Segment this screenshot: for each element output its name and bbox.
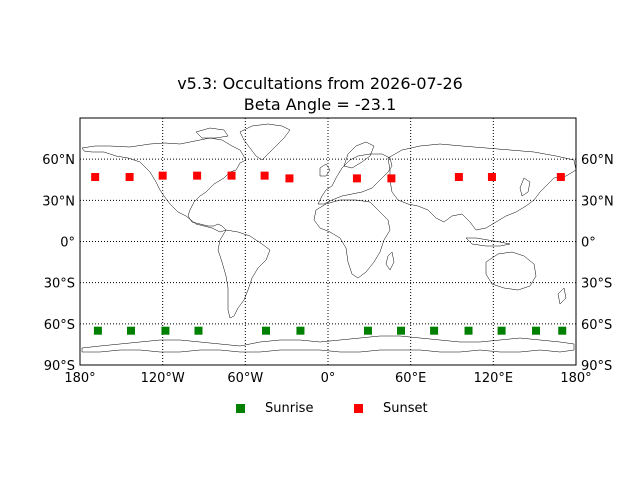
gridlines xyxy=(80,118,576,365)
sunrise-marker xyxy=(262,326,270,335)
sunset-marker xyxy=(125,173,134,182)
sunset-marker xyxy=(285,174,294,183)
y-tick-label-left: 90°S xyxy=(44,359,75,374)
north-america-outline xyxy=(81,137,247,233)
sunset-marker xyxy=(487,173,496,182)
sunrise-marker xyxy=(93,326,102,335)
y-tick-label-right: 0° xyxy=(581,236,596,251)
x-tick-label: 60°W xyxy=(227,371,263,386)
sunrise-marker xyxy=(161,326,170,335)
sunset-marker xyxy=(91,173,100,182)
y-tick-label-right: 30°N xyxy=(581,194,614,209)
europe-outline xyxy=(317,153,393,205)
sunset-marker xyxy=(193,171,202,180)
sunrise-marker xyxy=(296,326,305,335)
sunset-marker xyxy=(260,171,269,180)
sunrise-swatch xyxy=(236,404,245,413)
x-tick-label: 120°E xyxy=(474,371,514,386)
legend-label-sunrise: Sunrise xyxy=(265,401,314,416)
x-tick-label: 180° xyxy=(560,371,591,386)
y-tick-label-right: 30°S xyxy=(581,277,612,292)
title-line-1: v5.3: Occultations from 2026-07-26 xyxy=(177,74,463,93)
legend-label-sunset: Sunset xyxy=(383,401,428,416)
y-tick-labels-right: 60°N 30°N 0° 30°S 60°S 90°S xyxy=(581,153,614,374)
new-zealand-outline xyxy=(557,287,567,305)
sunrise-marker xyxy=(397,326,406,335)
x-tick-label: 120°W xyxy=(141,371,185,386)
sunset-marker xyxy=(387,174,396,183)
sunrise-marker xyxy=(194,326,203,335)
y-tick-labels-left: 60°N 30°N 0° 30°S 60°S 90°S xyxy=(42,153,75,374)
japan-outline xyxy=(519,177,531,197)
sunrise-marker xyxy=(532,326,541,335)
y-tick-label-left: 30°N xyxy=(42,194,75,209)
asia-outline xyxy=(387,143,577,231)
chart-title: v5.3: Occultations from 2026-07-26 Beta … xyxy=(0,73,640,115)
indonesia-outline xyxy=(465,237,511,247)
x-tick-label: 180° xyxy=(64,371,95,386)
y-tick-label-right: 90°S xyxy=(581,359,612,374)
x-tick-labels: 180° 120°W 60°W 0° 60°E 120°E 180° xyxy=(64,371,591,386)
legend: Sunrise Sunset xyxy=(0,400,640,418)
sunset-marker xyxy=(556,173,565,182)
sunrise-marker xyxy=(430,326,439,335)
y-tick-label-left: 60°N xyxy=(42,153,75,168)
y-tick-label-left: 30°S xyxy=(44,277,75,292)
sunset-marker xyxy=(352,174,361,183)
antarctica-outline xyxy=(81,335,575,353)
africa-outline xyxy=(313,199,391,279)
greenland-outline xyxy=(239,123,291,161)
coastline-outlines xyxy=(81,123,577,353)
sunrise-marker xyxy=(464,326,473,335)
sunset-marker xyxy=(227,171,236,180)
x-tick-label: 60°E xyxy=(395,371,426,386)
sunset-swatch xyxy=(354,404,363,413)
arctic-islands-outline xyxy=(195,127,229,139)
title-line-2: Beta Angle = -23.1 xyxy=(243,95,397,114)
sunset-marker xyxy=(454,173,463,182)
sunset-marker xyxy=(158,171,167,180)
y-tick-label-right: 60°S xyxy=(581,318,612,333)
sunrise-marker xyxy=(363,326,372,335)
x-tick-label: 0° xyxy=(321,371,336,386)
y-tick-label-left: 60°S xyxy=(44,318,75,333)
sunrise-marker xyxy=(558,326,567,335)
scandinavia-outline xyxy=(343,141,375,169)
madagascar-outline xyxy=(385,251,395,271)
y-tick-label-right: 60°N xyxy=(581,153,614,168)
occultation-markers xyxy=(91,171,567,335)
sunrise-marker xyxy=(126,326,135,335)
south-america-outline xyxy=(217,229,271,319)
sunrise-marker xyxy=(497,326,506,335)
plot-frame xyxy=(79,117,577,366)
y-tick-label-left: 0° xyxy=(60,236,75,251)
